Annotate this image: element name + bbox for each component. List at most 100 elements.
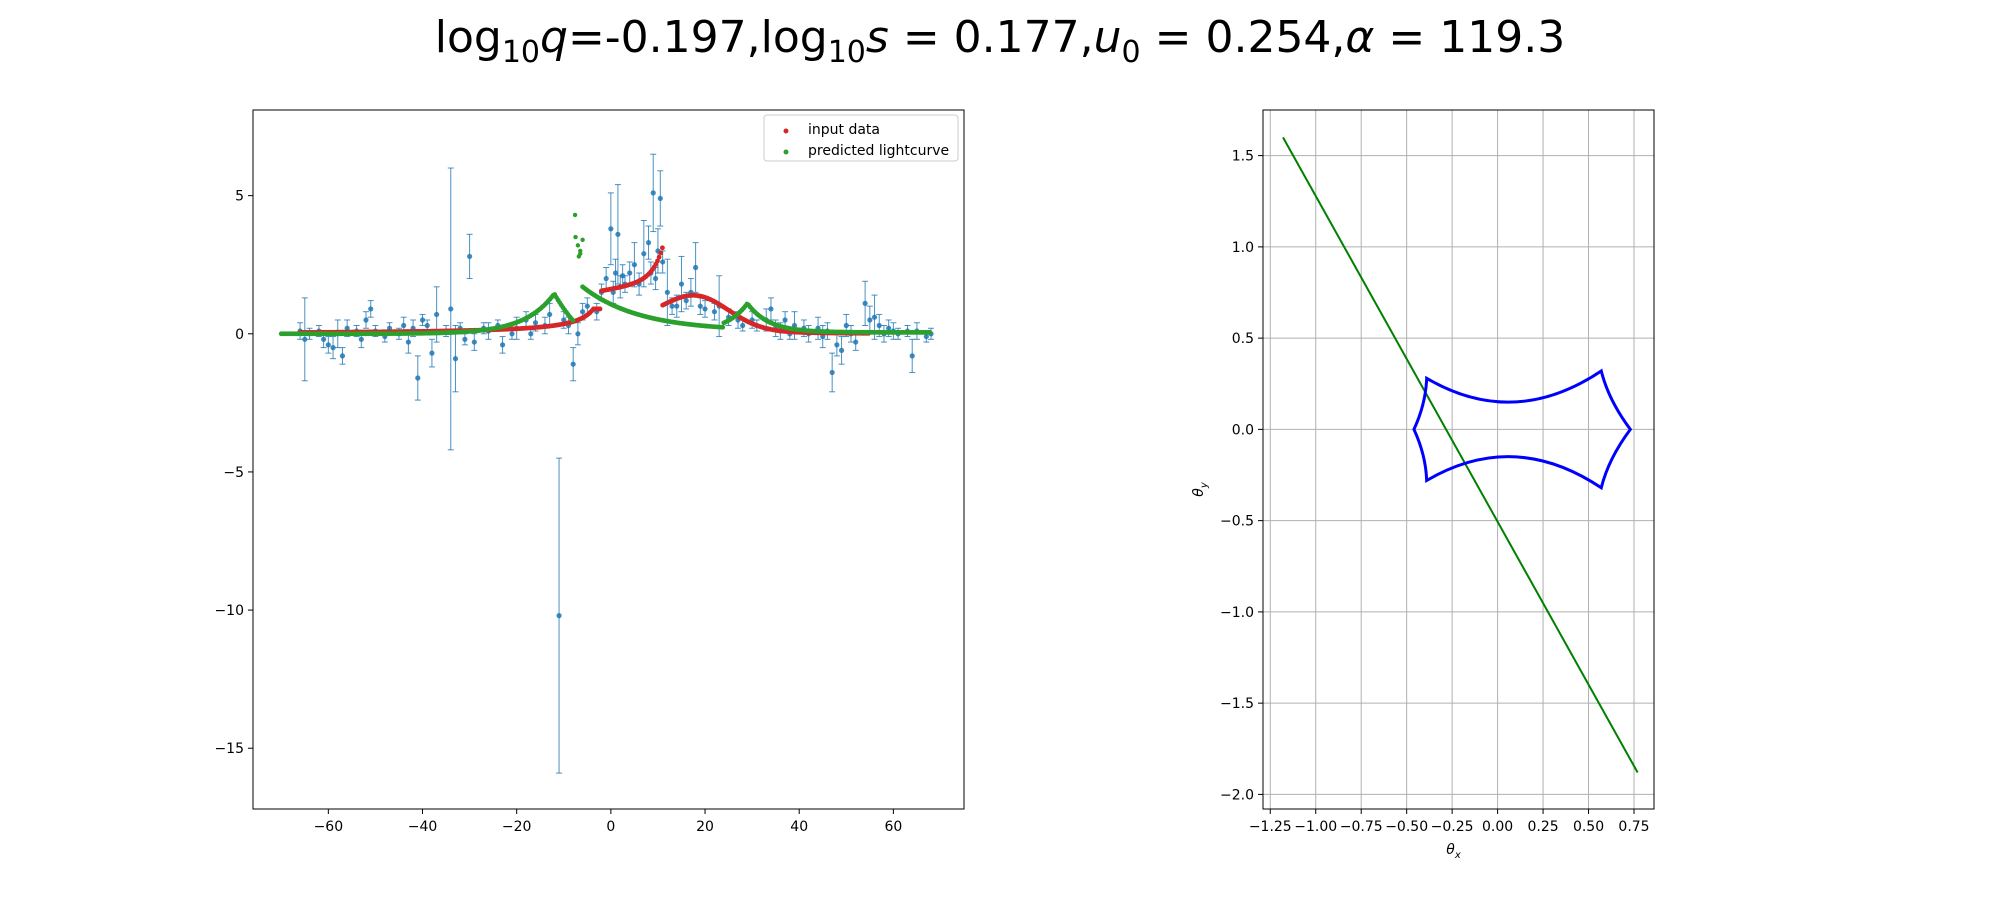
observation-point — [862, 280, 869, 327]
data-marker — [321, 336, 327, 342]
data-marker — [834, 342, 840, 348]
data-marker — [693, 264, 699, 271]
observation-point — [499, 336, 506, 354]
observation-point — [301, 297, 308, 382]
x-tick-label: 0.25 — [1527, 819, 1558, 835]
data-marker — [645, 240, 652, 246]
x-tick-label: 60 — [884, 819, 902, 835]
observation-point — [678, 255, 685, 313]
y-tick-label: 0 — [235, 327, 244, 343]
data-marker — [867, 317, 873, 323]
source-trajectory — [1282, 136, 1639, 773]
data-marker — [339, 353, 346, 359]
data-marker — [923, 333, 929, 340]
data-marker — [419, 317, 426, 323]
y-tick-label: 0.0 — [1232, 422, 1254, 438]
observation-point — [767, 297, 774, 321]
plot-area — [1263, 110, 1654, 809]
x-tick-label: −0.75 — [1340, 819, 1383, 835]
input-data-point — [655, 258, 660, 264]
x-axis-label: θx — [1446, 842, 1461, 861]
data-marker — [570, 361, 576, 367]
observation-point — [330, 336, 337, 360]
y-tick-label: −0.5 — [1220, 514, 1254, 530]
predicted-point — [578, 251, 583, 256]
data-marker — [702, 306, 708, 312]
input-data-point — [597, 306, 603, 312]
legend-marker — [783, 149, 789, 155]
x-axis-label-sub: x — [1454, 850, 1461, 861]
observation-point — [556, 457, 563, 774]
x-tick-label: −60 — [314, 819, 344, 835]
y-tick-label: 1.5 — [1232, 149, 1254, 165]
x-tick-label: −0.50 — [1385, 819, 1428, 835]
data-marker — [853, 339, 859, 345]
data-marker — [641, 251, 647, 257]
data-marker — [697, 303, 703, 309]
data-marker — [330, 345, 336, 351]
y-tick-label: −1.0 — [1220, 605, 1254, 621]
data-marker — [415, 375, 421, 381]
observation-point — [692, 242, 699, 293]
observation-point — [363, 311, 370, 329]
legend-label: input data — [808, 122, 880, 138]
x-tick-label: 0.75 — [1618, 819, 1649, 835]
x-tick-label: 20 — [696, 819, 714, 835]
figure-title: log10q=-0.197,log10s = 0.177,u0 = 0.254,… — [435, 12, 1566, 70]
predicted-point — [580, 237, 585, 243]
data-marker — [657, 195, 663, 202]
data-marker — [660, 259, 666, 265]
data-marker — [424, 322, 430, 329]
data-marker — [405, 339, 411, 345]
data-marker — [652, 275, 659, 282]
data-marker — [843, 322, 849, 329]
observation-point — [654, 228, 661, 274]
data-marker — [838, 347, 845, 353]
data-marker — [740, 322, 746, 329]
data-marker — [547, 311, 553, 318]
observation-point — [829, 352, 836, 393]
predicted-point — [927, 330, 933, 335]
input-data-point — [660, 245, 665, 251]
predicted-point — [572, 212, 578, 218]
data-marker — [434, 311, 440, 318]
data-marker — [664, 289, 670, 295]
data-marker — [674, 303, 680, 309]
y-tick-label: 1.0 — [1232, 240, 1254, 256]
observation-point — [702, 300, 709, 318]
legend-marker — [783, 128, 789, 134]
observation-point — [367, 300, 374, 318]
observation-point — [452, 325, 459, 393]
data-marker — [615, 231, 621, 237]
data-marker — [401, 322, 407, 329]
caustic-curve — [1412, 368, 1633, 491]
observation-point — [414, 355, 421, 401]
y-tick-label: −2.0 — [1220, 787, 1254, 803]
lightcurve-panel: −60 −40 −20 0 20 40 60 5 0 −5 −10 −15 input data pred… — [214, 109, 965, 835]
x-tick-label: −40 — [408, 819, 438, 835]
data-marker — [612, 270, 619, 276]
data-marker — [584, 303, 590, 309]
x-tick-label: 40 — [790, 819, 808, 835]
data-marker — [603, 275, 609, 282]
observation-point — [574, 322, 581, 346]
data-marker — [631, 262, 637, 268]
legend: input data predicted lightcurve — [763, 114, 959, 162]
data-marker — [358, 336, 364, 342]
y-axis-label-sub: y — [1199, 481, 1210, 489]
y-tick-label: −10 — [214, 603, 244, 619]
legend-box — [763, 114, 959, 162]
observation-point — [466, 233, 473, 280]
data-marker — [448, 306, 454, 312]
data-marker — [368, 306, 374, 312]
data-marker — [862, 300, 868, 306]
observation-point — [657, 170, 664, 227]
observation-point — [852, 333, 859, 351]
input-data-point — [658, 250, 664, 256]
data-marker — [871, 314, 878, 320]
observation-point — [631, 242, 638, 288]
data-marker — [462, 336, 468, 342]
observation-point — [664, 258, 671, 327]
y-tick-label: −1.5 — [1220, 696, 1254, 712]
input-data-point — [656, 254, 662, 260]
